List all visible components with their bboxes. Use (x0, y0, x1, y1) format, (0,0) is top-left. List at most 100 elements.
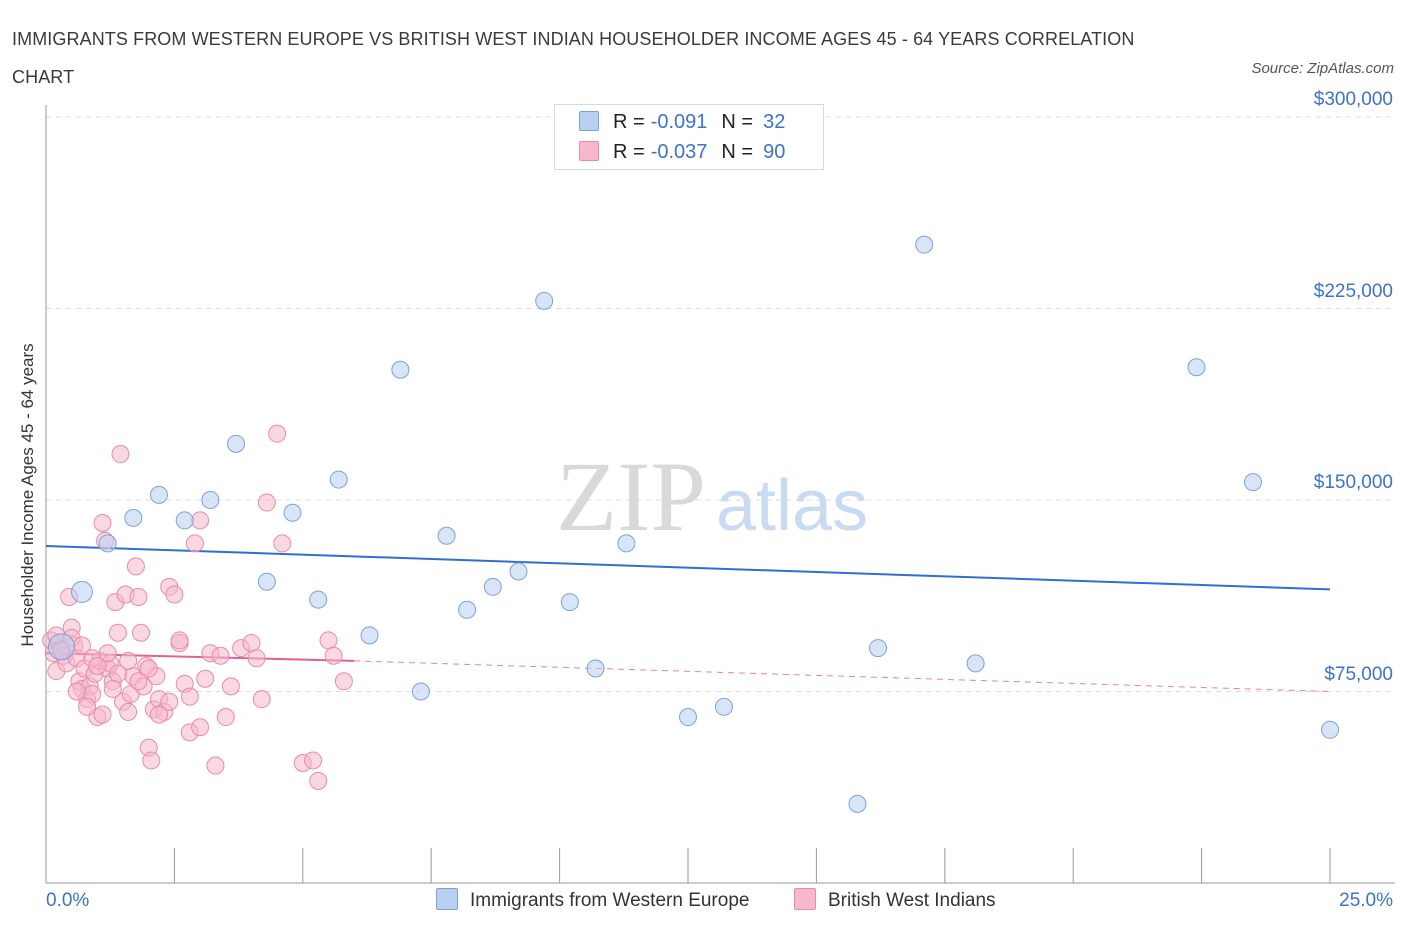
data-point-british-west-indians (196, 669, 215, 688)
series-british-west-indians (42, 424, 353, 790)
data-point-british-west-indians (185, 534, 204, 553)
bottom-legend-item-western-europe[interactable]: Immigrants from Western Europe (436, 888, 749, 912)
data-point-western-europe (966, 654, 985, 673)
data-point-british-west-indians (216, 708, 235, 727)
data-point-british-west-indians (119, 702, 138, 721)
data-point-western-europe (509, 562, 528, 581)
data-point-british-west-indians (247, 649, 266, 668)
data-point-western-europe (391, 360, 410, 379)
data-point-british-west-indians (309, 771, 328, 790)
data-point-western-europe (309, 590, 328, 609)
data-point-british-west-indians (88, 656, 107, 675)
data-point-british-west-indians (304, 751, 323, 770)
data-point-british-west-indians (139, 659, 158, 678)
data-point-western-europe (201, 491, 220, 509)
data-point-british-west-indians (242, 633, 261, 652)
y-tick-label: $300,000 (1313, 89, 1393, 110)
data-point-western-europe (458, 600, 477, 619)
trend-line-british-west-indians-extended (354, 660, 1331, 692)
bottom-legend-item-british-west-indians[interactable]: British West Indians (794, 888, 996, 912)
data-point-british-west-indians (273, 534, 292, 553)
data-point-western-europe (283, 503, 302, 522)
legend-r-value: -0.091 (650, 111, 708, 133)
legend-n-label: N = (721, 141, 754, 163)
data-point-british-west-indians (93, 513, 112, 532)
y-axis-label: Householder Income Ages 45 - 64 years (18, 343, 37, 647)
data-point-western-europe (848, 794, 867, 813)
legend-r-label: R = (613, 141, 645, 163)
data-point-british-west-indians (149, 705, 168, 724)
watermark-zip: ZIP (556, 441, 706, 552)
data-point-british-west-indians (98, 644, 117, 663)
data-point-british-west-indians (319, 631, 338, 650)
data-point-western-europe (70, 580, 93, 603)
data-point-british-west-indians (211, 646, 230, 665)
data-point-western-europe (714, 697, 733, 716)
data-point-british-west-indians (170, 631, 189, 650)
data-point-british-west-indians (257, 493, 276, 512)
legend-row-pink: R = -0.037 N = 90 (579, 141, 785, 171)
data-point-western-europe (1321, 720, 1339, 739)
data-point-british-west-indians (221, 677, 240, 696)
data-point-western-europe (1187, 358, 1206, 377)
data-point-western-europe (483, 577, 502, 596)
bottom-legend-label: Immigrants from Western Europe (470, 890, 750, 911)
data-point-western-europe (47, 633, 75, 661)
watermark-atlas: atlas (716, 466, 868, 546)
data-point-british-west-indians (165, 585, 184, 604)
data-point-western-europe (915, 235, 934, 254)
data-point-western-europe (149, 485, 168, 504)
data-point-british-west-indians (324, 646, 343, 665)
data-point-british-west-indians (206, 756, 225, 775)
x-tick-label-min: 0.0% (46, 890, 90, 911)
data-point-western-europe (175, 511, 194, 530)
data-point-western-europe (586, 659, 605, 678)
data-point-british-west-indians (129, 672, 148, 691)
data-point-western-europe (329, 470, 348, 489)
data-point-british-west-indians (268, 424, 287, 443)
data-point-british-west-indians (111, 445, 130, 464)
data-point-british-west-indians (78, 697, 97, 716)
data-point-western-europe (617, 534, 636, 553)
data-point-british-west-indians (126, 557, 145, 576)
legend-swatch-blue (579, 111, 599, 131)
data-point-british-west-indians (119, 651, 138, 670)
y-tick-label: $75,000 (1324, 663, 1393, 685)
data-point-british-west-indians (191, 718, 210, 737)
data-point-western-europe (437, 526, 456, 545)
watermark: ZIP atlas (556, 441, 868, 552)
legend-n-value: 90 (763, 141, 786, 163)
legend-n-value: 32 (763, 111, 786, 133)
data-point-british-west-indians (252, 690, 271, 709)
data-point-british-west-indians (191, 511, 210, 530)
data-point-western-europe (560, 593, 579, 612)
data-point-british-west-indians (67, 682, 86, 701)
data-point-western-europe (360, 626, 379, 645)
trend-line-western-europe (45, 544, 1331, 591)
bottom-legend-label: British West Indians (828, 890, 996, 911)
correlation-legend: R = -0.091 N = 32 R = -0.037 N = 90 (554, 104, 824, 170)
data-point-british-west-indians (180, 687, 199, 706)
trend-lines (45, 544, 1331, 692)
grid-lines (46, 116, 1395, 692)
data-point-british-west-indians (334, 672, 353, 691)
data-point-british-west-indians (93, 705, 112, 724)
data-point-british-west-indians (142, 751, 161, 770)
x-tick-label-max: 25.0% (1339, 890, 1393, 911)
legend-row-blue: R = -0.091 N = 32 (579, 111, 785, 141)
axes (45, 105, 1395, 884)
data-point-western-europe (124, 508, 143, 527)
data-point-western-europe (869, 639, 888, 658)
legend-n-label: N = (721, 111, 754, 133)
bottom-legend-swatch-pink (794, 888, 816, 910)
legend-r-label: R = (613, 111, 645, 133)
data-point-western-europe (98, 534, 117, 553)
data-point-british-west-indians (108, 623, 127, 642)
data-point-western-europe (679, 708, 697, 727)
data-point-western-europe (535, 291, 554, 310)
y-tick-label: $225,000 (1313, 280, 1393, 302)
bottom-legend-swatch-blue (436, 888, 458, 910)
legend-r-value: -0.037 (650, 141, 708, 163)
data-point-western-europe (257, 572, 276, 591)
